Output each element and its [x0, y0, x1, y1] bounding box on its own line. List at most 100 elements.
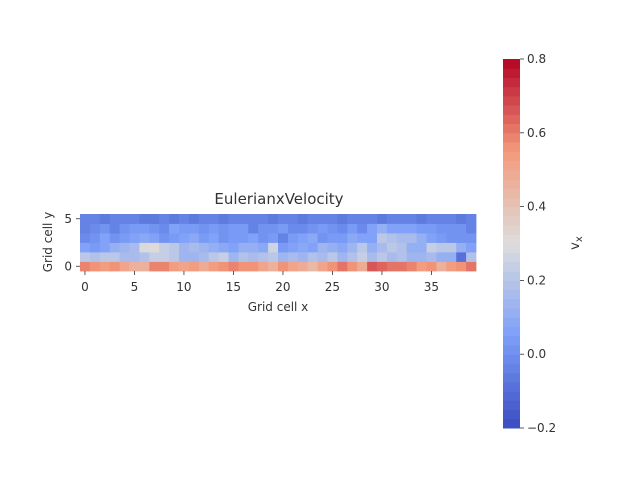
heatmap-cell: [258, 233, 269, 243]
colorbar-label: vx: [568, 236, 585, 250]
heatmap-cell: [159, 223, 170, 234]
heatmap-cell: [119, 261, 130, 272]
heatmap-cell: [129, 223, 140, 234]
colorbar-segment: [503, 188, 520, 198]
heatmap-cell: [357, 223, 368, 234]
x-axis-ticks: 0 5 10 15 20 25 30 35: [81, 271, 439, 294]
heatmap-cell: [139, 252, 150, 262]
heatmap-cell: [149, 261, 160, 272]
heatmap-cell: [109, 223, 120, 234]
heatmap-cell: [228, 214, 239, 224]
heatmap-cell: [109, 261, 120, 272]
heatmap-cell: [347, 252, 358, 262]
heatmap-cell: [377, 223, 388, 234]
heatmap-cell: [159, 233, 170, 243]
heatmap-cell: [357, 214, 368, 224]
heatmap-cell: [406, 233, 417, 243]
heatmap-cell: [80, 233, 91, 243]
heatmap-cell: [317, 252, 328, 262]
heatmap-cell: [317, 233, 328, 243]
heatmap-cell: [169, 242, 180, 253]
heatmap-cell: [357, 242, 368, 253]
colorbar-segment: [503, 317, 520, 328]
colorbar-segment: [503, 77, 520, 88]
heatmap-cell: [287, 223, 299, 234]
heatmap-cell: [179, 252, 190, 262]
heatmap-cell: [228, 242, 239, 253]
heatmap-cell: [406, 223, 417, 234]
heatmap-cell: [466, 242, 477, 253]
heatmap-cell: [99, 223, 111, 234]
heatmap-cell: [367, 261, 378, 272]
heatmap-cell: [337, 233, 348, 243]
heatmap-cell: [396, 223, 408, 234]
heatmap-cell: [377, 261, 388, 272]
heatmap-cell: [436, 261, 447, 272]
colorbar-segment: [503, 206, 520, 217]
heatmap-cell: [386, 261, 398, 272]
x-tick-label: 5: [131, 280, 139, 294]
heatmap-cell: [367, 233, 378, 243]
heatmap-cell: [208, 261, 219, 272]
heatmap-cell: [89, 252, 101, 262]
heatmap-cell: [367, 214, 378, 224]
colorbar-segment: [503, 160, 520, 171]
heatmap-cell: [466, 233, 477, 243]
colorbar-segment: [503, 169, 520, 180]
heatmap-cell: [89, 214, 101, 224]
heatmap-cell: [248, 233, 259, 243]
heatmap-cell: [129, 252, 140, 262]
heatmap-cell: [456, 252, 467, 262]
heatmap-cell: [139, 242, 150, 253]
heatmap-cell: [327, 233, 338, 243]
x-tick-label: 20: [275, 280, 290, 294]
heatmap-cell: [139, 214, 150, 224]
heatmap-cell: [188, 223, 200, 234]
heatmap-cell: [307, 223, 318, 234]
heatmap-cell: [297, 233, 309, 243]
heatmap-cell: [109, 252, 120, 262]
heatmap-cell: [198, 261, 210, 272]
heatmap-cell: [89, 261, 101, 272]
heatmap-cell: [149, 214, 160, 224]
heatmap-cell: [99, 252, 111, 262]
heatmap-cell: [248, 261, 259, 272]
heatmap-cell: [396, 214, 408, 224]
heatmap-cell: [198, 252, 210, 262]
heatmap-cell: [317, 261, 328, 272]
colorbar-segment: [503, 59, 520, 69]
heatmap-cell: [297, 223, 309, 234]
heatmap-cell: [297, 252, 309, 262]
heatmap-cell: [317, 223, 328, 234]
heatmap-cell: [446, 261, 457, 272]
heatmap-cell: [159, 214, 170, 224]
colorbar-segment: [503, 261, 520, 272]
colorbar-segment: [503, 225, 520, 235]
x-tick-label: 30: [374, 280, 389, 294]
heatmap-cell: [198, 223, 210, 234]
heatmap-cell: [258, 214, 269, 224]
heatmap-cell: [258, 242, 269, 253]
heatmap-cell: [406, 252, 417, 262]
heatmap-cell: [258, 252, 269, 262]
heatmap-cell: [129, 242, 140, 253]
x-tick-label: 0: [81, 280, 89, 294]
heatmap-cell: [188, 261, 200, 272]
heatmap-cell: [426, 242, 437, 253]
heatmap-cell: [278, 261, 289, 272]
colorbar-segment: [503, 372, 520, 383]
heatmap-cell: [436, 223, 447, 234]
colorbar-segment: [503, 132, 520, 143]
heatmap-cell: [119, 223, 130, 234]
heatmap-cell: [466, 252, 477, 262]
heatmap-cell: [436, 233, 447, 243]
heatmap-cell: [99, 242, 111, 253]
heatmap-cell: [466, 261, 477, 272]
colorbar-segment: [503, 95, 520, 106]
colorbar-segment: [503, 289, 520, 300]
heatmap-cell: [198, 242, 210, 253]
colorbar-segment: [503, 86, 520, 97]
heatmap-cell: [426, 214, 437, 224]
colorbar-label-main: v: [568, 242, 583, 250]
heatmap-cell: [377, 233, 388, 243]
